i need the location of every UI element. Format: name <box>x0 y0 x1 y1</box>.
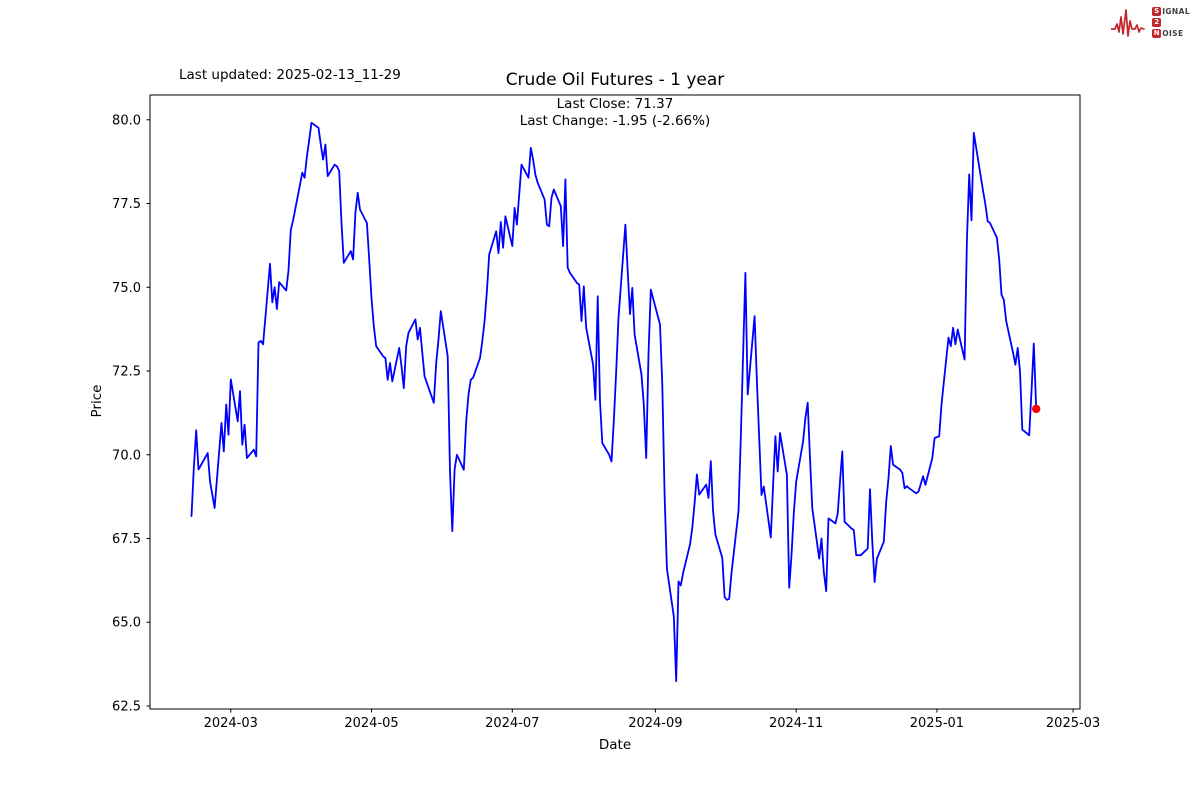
y-tick-label: 62.5 <box>112 699 141 714</box>
y-tick-label: 77.5 <box>112 197 141 212</box>
last-change-text: Last Change: -1.95 (-2.66%) <box>519 113 711 129</box>
x-tick-label: 2025-03 <box>1046 716 1100 731</box>
axis-ticks: 62.5 65.0 67.5 70.0 72.5 75.0 77.5 80.0 2024-03 2… <box>112 113 1100 731</box>
price-line-series <box>190 121 1038 683</box>
x-tick-label: 2024-05 <box>344 716 398 731</box>
y-tick-label: 80.0 <box>112 113 141 128</box>
logo-letter-2: 2 <box>1152 17 1162 27</box>
signal2noise-logo: S IGNAL 2 N OISE <box>1111 5 1190 39</box>
logo-word-ignal: IGNAL <box>1162 6 1190 16</box>
y-tick-label: 67.5 <box>112 532 141 547</box>
x-tick-label: 2025-01 <box>910 716 964 731</box>
last-updated-text: Last updated: 2025-02-13_11-29 <box>179 67 401 83</box>
x-tick-label: 2024-09 <box>628 716 682 731</box>
ekg-waveform-icon <box>1111 9 1146 37</box>
last-close-text: Last Close: 71.37 <box>556 96 674 112</box>
axes-spine <box>149 94 1081 710</box>
chart-title: Crude Oil Futures - 1 year <box>505 70 725 90</box>
x-tick-label: 2024-11 <box>769 716 823 731</box>
x-axis-label: Date <box>598 737 632 753</box>
logo-text: S IGNAL 2 N OISE <box>1152 6 1190 39</box>
logo-word-oise: OISE <box>1162 28 1184 38</box>
chart-annotation: Last Close: 71.37 Last Change: -1.95 (-2… <box>150 96 1080 130</box>
x-tick-label: 2024-03 <box>204 716 258 731</box>
y-tick-label: 70.0 <box>112 448 141 463</box>
last-price-marker <box>1032 404 1041 414</box>
y-tick-label: 75.0 <box>112 281 141 296</box>
y-axis-label: Price <box>89 384 105 418</box>
logo-letter-n: N <box>1152 28 1162 38</box>
y-tick-label: 72.5 <box>112 365 141 380</box>
y-tick-label: 65.0 <box>112 616 141 631</box>
x-tick-label: 2024-07 <box>485 716 539 731</box>
logo-letter-s: S <box>1152 6 1162 16</box>
